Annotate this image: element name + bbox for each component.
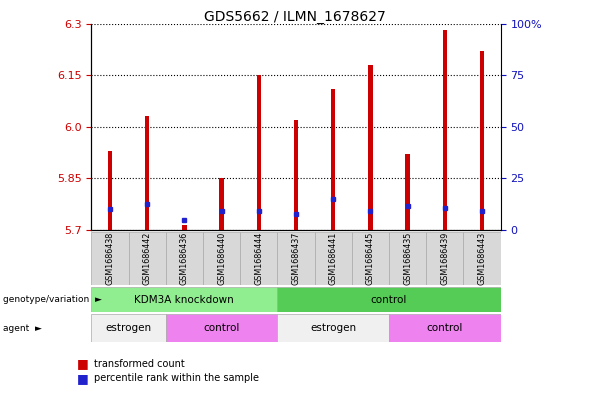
- Bar: [442, 31, 447, 230]
- Text: estrogen: estrogen: [105, 323, 151, 333]
- Text: GSM1686441: GSM1686441: [329, 232, 337, 285]
- Bar: [405, 154, 410, 230]
- Text: control: control: [426, 323, 463, 333]
- Bar: [91, 287, 277, 312]
- Text: control: control: [203, 323, 240, 333]
- Bar: [219, 178, 224, 230]
- Bar: [145, 116, 150, 230]
- Bar: [91, 232, 128, 285]
- Bar: [389, 314, 501, 342]
- Text: control: control: [371, 295, 407, 305]
- Text: GSM1686440: GSM1686440: [217, 232, 226, 285]
- Text: ■: ■: [77, 371, 92, 385]
- Bar: [277, 232, 315, 285]
- Bar: [277, 287, 501, 312]
- Text: agent  ►: agent ►: [3, 324, 42, 332]
- Text: GDS5662 / ILMN_1678627: GDS5662 / ILMN_1678627: [204, 10, 385, 24]
- Bar: [315, 232, 352, 285]
- Bar: [352, 232, 389, 285]
- Text: GSM1686445: GSM1686445: [366, 232, 375, 285]
- Text: GSM1686435: GSM1686435: [403, 232, 412, 285]
- Text: genotype/variation  ►: genotype/variation ►: [3, 295, 102, 304]
- Bar: [426, 232, 464, 285]
- Bar: [294, 120, 298, 230]
- Text: GSM1686438: GSM1686438: [105, 232, 114, 285]
- Bar: [182, 225, 187, 230]
- Bar: [331, 89, 335, 230]
- Bar: [91, 314, 166, 342]
- Bar: [389, 232, 426, 285]
- Bar: [128, 232, 166, 285]
- Bar: [203, 232, 240, 285]
- Text: GSM1686444: GSM1686444: [254, 232, 263, 285]
- Bar: [277, 314, 389, 342]
- Bar: [368, 65, 373, 230]
- Bar: [240, 232, 277, 285]
- Text: transformed count: transformed count: [94, 358, 185, 369]
- Text: GSM1686443: GSM1686443: [478, 232, 487, 285]
- Text: ■: ■: [77, 357, 92, 370]
- Text: percentile rank within the sample: percentile rank within the sample: [94, 373, 259, 383]
- Text: GSM1686442: GSM1686442: [143, 232, 151, 285]
- Bar: [166, 314, 277, 342]
- Bar: [464, 232, 501, 285]
- Bar: [257, 75, 261, 230]
- Bar: [108, 151, 112, 230]
- Text: KDM3A knockdown: KDM3A knockdown: [134, 295, 234, 305]
- Text: GSM1686436: GSM1686436: [180, 232, 189, 285]
- Text: GSM1686437: GSM1686437: [292, 232, 300, 285]
- Bar: [166, 232, 203, 285]
- Text: GSM1686439: GSM1686439: [441, 232, 449, 285]
- Text: estrogen: estrogen: [310, 323, 356, 333]
- Bar: [480, 51, 484, 230]
